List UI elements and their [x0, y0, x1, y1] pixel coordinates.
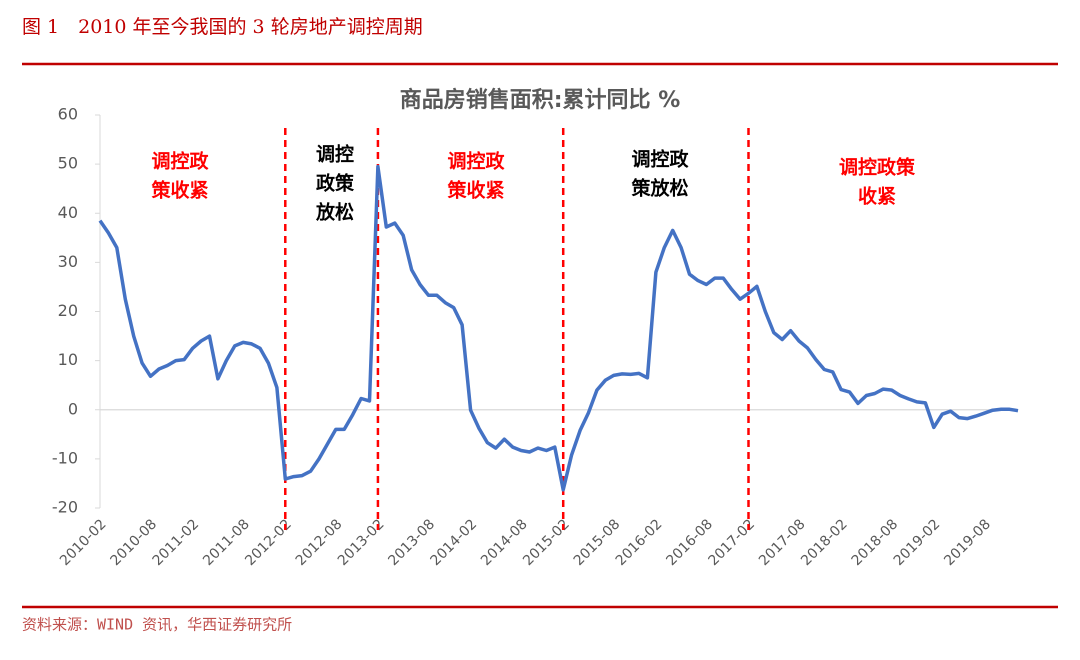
y-tick-label: 20	[58, 301, 78, 320]
chart-title: 商品房销售面积:累计同比 %	[400, 87, 681, 113]
y-tick-label: 40	[58, 203, 78, 222]
annotation: 调控	[316, 143, 354, 166]
x-tick-label: 2019-08	[941, 516, 994, 569]
x-tick-label: 2011-02	[150, 516, 203, 569]
x-tick-label: 2012-02	[242, 516, 295, 569]
y-tick-label: 60	[58, 105, 78, 124]
annotation: 策收紧	[447, 179, 504, 202]
annotation: 调控政策	[839, 156, 916, 179]
annotation: 政策	[316, 172, 355, 195]
x-tick-label: 2010-02	[57, 516, 110, 569]
annotation: 调控政	[447, 150, 505, 173]
y-tick-label: -10	[52, 448, 78, 467]
x-tick-label: 2014-02	[428, 516, 481, 569]
x-tick-label: 2013-02	[335, 516, 388, 569]
annotation: 放松	[315, 201, 354, 224]
x-tick-label: 2018-02	[798, 516, 851, 569]
x-tick-label: 2019-02	[891, 516, 944, 569]
annotation: 调控政	[151, 150, 209, 173]
series-line	[98, 164, 1019, 492]
y-tick-label: 50	[58, 154, 78, 173]
annotation: 调控政	[631, 148, 689, 171]
y-tick-label: -20	[52, 498, 78, 517]
source-note: 资料来源：WIND 资讯，华西证券研究所	[22, 616, 292, 634]
x-tick-label: 2015-02	[520, 516, 573, 569]
annotation: 策收紧	[151, 179, 208, 202]
figure-title: 图 1 2010 年至今我国的 3 轮房地产调控周期	[22, 16, 423, 38]
y-tick-label: 0	[68, 399, 78, 418]
y-tick-label: 10	[58, 350, 78, 369]
x-tick-label: 2017-02	[705, 516, 758, 569]
annotation: 收紧	[858, 185, 896, 208]
x-tick-label: 2016-02	[613, 516, 666, 569]
annotation: 策放松	[631, 177, 688, 200]
y-tick-label: 30	[58, 252, 78, 271]
